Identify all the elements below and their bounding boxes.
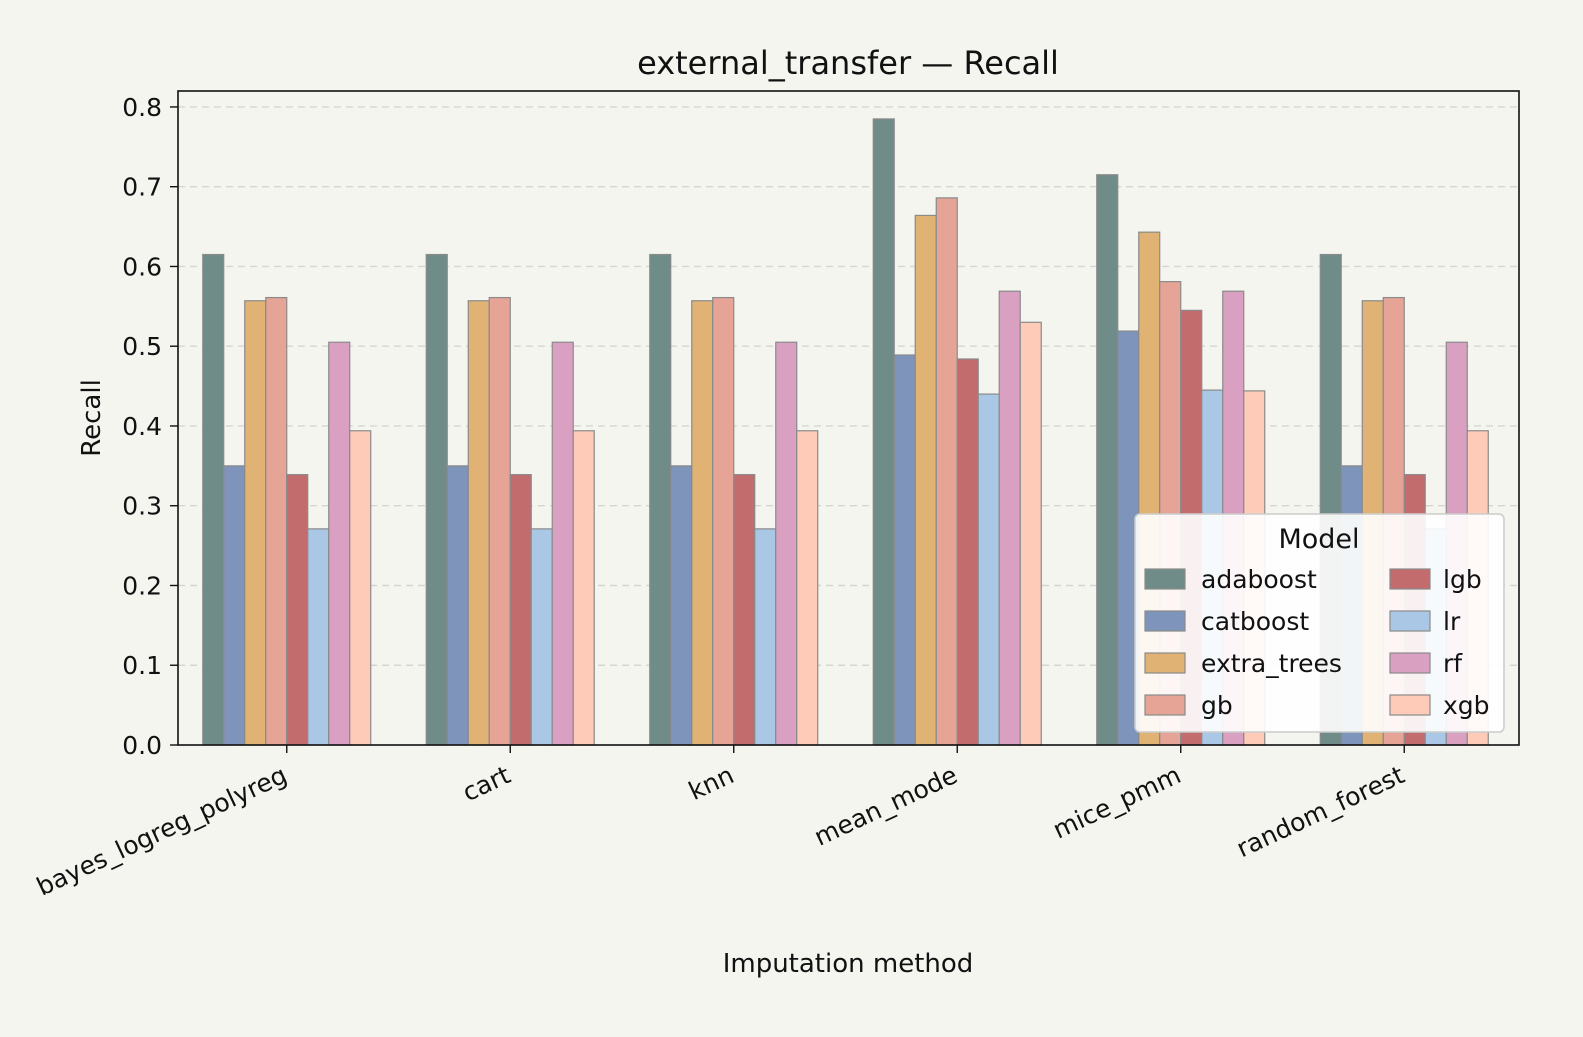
bar-xgb-cart xyxy=(572,430,595,746)
plot-frame xyxy=(177,90,1520,746)
bar-lr-bayes_logreg_polyreg xyxy=(307,528,330,746)
bar-extra_trees-mean_mode xyxy=(914,214,937,746)
legend-swatch-lgb xyxy=(1389,568,1431,590)
y-tick-label: 0.6 xyxy=(122,252,162,281)
legend-label-gb: gb xyxy=(1201,691,1233,720)
legend-swatch-lr xyxy=(1389,610,1431,632)
legend-label-extra_trees: extra_trees xyxy=(1201,649,1342,678)
bar-rf-bayes_logreg_polyreg xyxy=(328,341,351,746)
legend-swatch-gb xyxy=(1144,694,1186,716)
y-tick-label: 0.3 xyxy=(122,492,162,521)
bar-xgb-mean_mode xyxy=(1019,321,1042,746)
bar-adaboost-cart xyxy=(425,253,448,746)
legend-swatch-extra_trees xyxy=(1144,652,1186,674)
y-tick-label: 0.0 xyxy=(122,731,162,760)
legend-label-rf: rf xyxy=(1443,649,1463,678)
y-tick-label: 0.8 xyxy=(122,93,162,122)
y-tick-label: 0.4 xyxy=(122,412,162,441)
bar-gb-bayes_logreg_polyreg xyxy=(265,296,288,746)
legend-label-catboost: catboost xyxy=(1201,607,1309,636)
bar-catboost-cart xyxy=(446,465,469,746)
bar-lgb-mean_mode xyxy=(956,358,979,746)
bar-lgb-cart xyxy=(509,474,532,746)
bar-rf-cart xyxy=(551,341,574,746)
legend-swatch-rf xyxy=(1389,652,1431,674)
bar-gb-cart xyxy=(488,296,511,746)
x-axis-label: Imputation method xyxy=(723,949,974,979)
bar-lgb-knn xyxy=(733,474,756,746)
legend-label-lr: lr xyxy=(1443,607,1461,636)
bar-catboost-mean_mode xyxy=(893,354,916,746)
bar-rf-knn xyxy=(775,341,798,746)
y-tick-label: 0.5 xyxy=(122,332,162,361)
bar-rf-mean_mode xyxy=(998,290,1021,746)
bar-catboost-bayes_logreg_polyreg xyxy=(223,465,246,746)
legend-title: Model xyxy=(1278,524,1359,555)
legend-label-lgb: lgb xyxy=(1443,565,1482,594)
bar-lr-mean_mode xyxy=(977,393,1000,746)
bar-adaboost-mean_mode xyxy=(872,118,895,746)
legend-label-adaboost: adaboost xyxy=(1201,565,1317,594)
y-tick-label: 0.1 xyxy=(122,651,162,680)
legend-label-xgb: xgb xyxy=(1443,691,1490,720)
bar-catboost-knn xyxy=(670,465,693,746)
chart-title: external_transfer — Recall xyxy=(637,44,1059,82)
y-axis: 0.0 0.1 0.2 0.3 0.4 0.5 0.6 0.7 0.8 xyxy=(122,93,178,760)
bar-adaboost-knn xyxy=(649,253,672,746)
bar-gb-mean_mode xyxy=(935,197,958,746)
bar-adaboost-bayes_logreg_polyreg xyxy=(202,253,225,746)
bar-extra_trees-bayes_logreg_polyreg xyxy=(244,300,267,746)
y-axis-label: Recall xyxy=(77,379,107,457)
y-tick-label: 0.2 xyxy=(122,571,162,600)
legend-swatch-adaboost xyxy=(1144,568,1186,590)
bar-lr-cart xyxy=(530,528,553,746)
legend-swatch-catboost xyxy=(1144,610,1186,632)
bar-extra_trees-knn xyxy=(691,300,714,746)
bar-xgb-knn xyxy=(796,430,819,746)
legend-swatch-xgb xyxy=(1389,694,1431,716)
bar-extra_trees-cart xyxy=(467,300,490,746)
bar-lr-knn xyxy=(754,528,777,746)
bar-adaboost-mice_pmm xyxy=(1096,174,1119,746)
bar-lgb-bayes_logreg_polyreg xyxy=(286,474,309,746)
y-tick-label: 0.7 xyxy=(122,173,162,202)
bar-gb-knn xyxy=(712,296,735,746)
bar-xgb-bayes_logreg_polyreg xyxy=(349,430,372,746)
